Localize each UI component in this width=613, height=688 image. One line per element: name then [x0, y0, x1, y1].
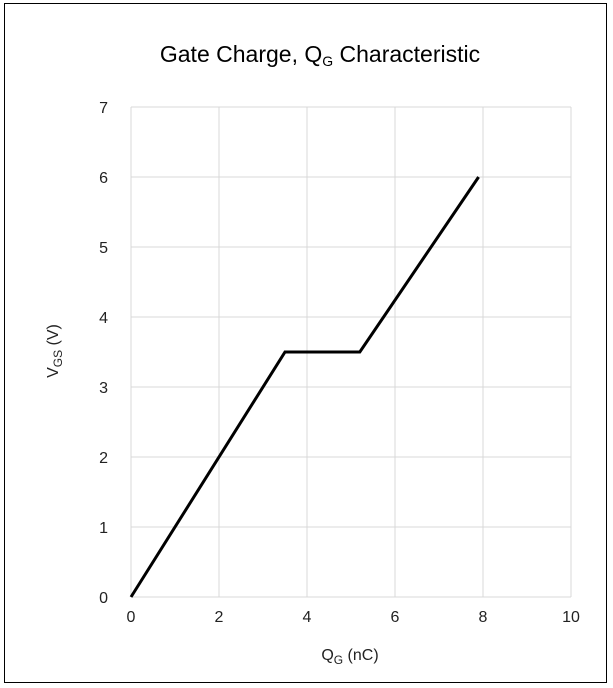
x-tick-label: 6 [391, 609, 400, 626]
y-tick-label: 6 [99, 170, 108, 187]
y-axis-label: VGS (V) [45, 324, 65, 378]
series-line [129, 176, 480, 598]
y-tick-label: 3 [99, 380, 108, 397]
chart-frame [4, 3, 607, 683]
y-tick-label: 7 [99, 100, 108, 117]
x-tick-label: 8 [479, 609, 488, 626]
y-tick-label: 0 [99, 590, 108, 607]
grid-lines [130, 106, 572, 598]
y-tick-label: 4 [99, 310, 108, 327]
chart-title: Gate Charge, QG Characteristic [160, 41, 480, 69]
y-tick-label: 2 [99, 450, 108, 467]
x-tick-label: 0 [127, 609, 136, 626]
x-tick-label: 10 [562, 609, 580, 626]
x-tick-label: 4 [303, 609, 312, 626]
y-tick-label: 1 [99, 520, 108, 537]
series-layer [129, 176, 480, 598]
tick-labels: 0 2 4 6 8 10 0 1 2 3 4 5 6 7 [99, 100, 580, 626]
x-axis-label: QG (nC) [321, 647, 378, 667]
x-tick-label: 2 [215, 609, 224, 626]
y-tick-label: 5 [99, 240, 108, 257]
